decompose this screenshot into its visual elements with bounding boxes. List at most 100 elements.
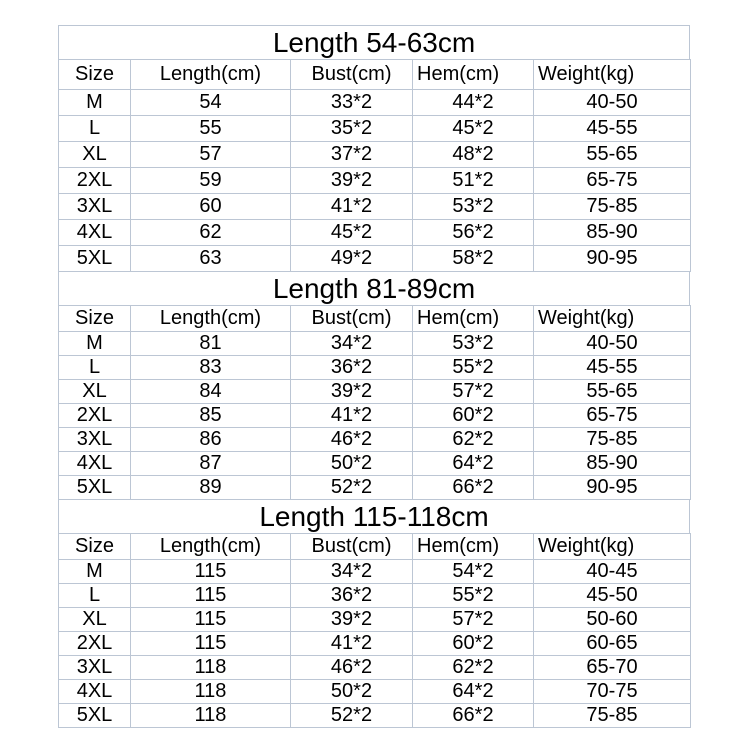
size-table-1: Size Length(cm) Bust(cm) Hem(cm) Weight(… [58, 59, 691, 272]
size-table-3: Size Length(cm) Bust(cm) Hem(cm) Weight(… [58, 533, 691, 728]
cell: 55*2 [412, 355, 534, 380]
table-row: 5XL 118 52*2 66*2 75-85 [58, 703, 691, 728]
cell: 64*2 [412, 451, 534, 476]
cell: 44*2 [412, 89, 534, 116]
cell: XL [58, 379, 131, 404]
cell: 65-75 [533, 167, 691, 194]
cell: 5XL [58, 475, 131, 500]
cell: 4XL [58, 219, 131, 246]
cell: 36*2 [290, 583, 413, 608]
cell: 90-95 [533, 245, 691, 272]
cell: 57*2 [412, 379, 534, 404]
cell: 85-90 [533, 219, 691, 246]
cell: 89 [130, 475, 291, 500]
cell: 39*2 [290, 379, 413, 404]
header-cell-hem: Hem(cm) [412, 533, 534, 560]
header-cell-weight: Weight(kg) [533, 533, 691, 560]
size-table-section-2: Length 81-89cm Size Length(cm) Bust(cm) … [58, 271, 691, 500]
size-chart: Length 54-63cm Size Length(cm) Bust(cm) … [58, 25, 691, 728]
cell: 53*2 [412, 193, 534, 220]
cell: 55-65 [533, 141, 691, 168]
cell: 66*2 [412, 475, 534, 500]
table-row: L 83 36*2 55*2 45-55 [58, 355, 691, 380]
cell: 40-50 [533, 89, 691, 116]
size-table-section-3: Length 115-118cm Size Length(cm) Bust(cm… [58, 499, 691, 728]
cell: 2XL [58, 631, 131, 656]
cell: 65-75 [533, 403, 691, 428]
table-row: L 115 36*2 55*2 45-50 [58, 583, 691, 608]
cell: 50*2 [290, 451, 413, 476]
cell: 118 [130, 703, 291, 728]
cell: M [58, 331, 131, 356]
cell: 59 [130, 167, 291, 194]
cell: 50*2 [290, 679, 413, 704]
table-title: Length 81-89cm [58, 271, 690, 305]
header-row: Size Length(cm) Bust(cm) Hem(cm) Weight(… [58, 533, 691, 560]
table-row: 2XL 85 41*2 60*2 65-75 [58, 403, 691, 428]
cell: 41*2 [290, 193, 413, 220]
cell: 55-65 [533, 379, 691, 404]
table-row: 4XL 62 45*2 56*2 85-90 [58, 219, 691, 246]
cell: 2XL [58, 167, 131, 194]
header-row: Size Length(cm) Bust(cm) Hem(cm) Weight(… [58, 59, 691, 90]
cell: 62*2 [412, 427, 534, 452]
cell: 85 [130, 403, 291, 428]
cell: 33*2 [290, 89, 413, 116]
header-cell-bust: Bust(cm) [290, 305, 413, 332]
cell: 86 [130, 427, 291, 452]
table-row: M 81 34*2 53*2 40-50 [58, 331, 691, 356]
header-cell-length: Length(cm) [130, 533, 291, 560]
table-row: M 54 33*2 44*2 40-50 [58, 89, 691, 116]
table-row: 3XL 86 46*2 62*2 75-85 [58, 427, 691, 452]
table-row: 5XL 63 49*2 58*2 90-95 [58, 245, 691, 272]
size-table-2: Size Length(cm) Bust(cm) Hem(cm) Weight(… [58, 305, 691, 500]
cell: 62*2 [412, 655, 534, 680]
cell: XL [58, 141, 131, 168]
cell: 2XL [58, 403, 131, 428]
cell: 57 [130, 141, 291, 168]
table-row: 3XL 60 41*2 53*2 75-85 [58, 193, 691, 220]
header-cell-bust: Bust(cm) [290, 533, 413, 560]
cell: 45-55 [533, 115, 691, 142]
cell: 41*2 [290, 631, 413, 656]
cell: 4XL [58, 679, 131, 704]
cell: 83 [130, 355, 291, 380]
cell: 5XL [58, 245, 131, 272]
cell: 40-50 [533, 331, 691, 356]
cell: 60-65 [533, 631, 691, 656]
cell: 56*2 [412, 219, 534, 246]
header-cell-bust: Bust(cm) [290, 59, 413, 90]
cell: 3XL [58, 427, 131, 452]
cell: 87 [130, 451, 291, 476]
cell: 39*2 [290, 607, 413, 632]
cell: 3XL [58, 193, 131, 220]
cell: 34*2 [290, 331, 413, 356]
cell: L [58, 355, 131, 380]
cell: 48*2 [412, 141, 534, 168]
cell: 60*2 [412, 631, 534, 656]
cell: L [58, 115, 131, 142]
cell: 75-85 [533, 703, 691, 728]
cell: 54*2 [412, 559, 534, 584]
table-body: M 54 33*2 44*2 40-50 L 55 35*2 45*2 45-55 XL 57 37*2… [58, 89, 691, 272]
cell: 45*2 [290, 219, 413, 246]
cell: 55 [130, 115, 291, 142]
cell: 81 [130, 331, 291, 356]
cell: 55*2 [412, 583, 534, 608]
header-cell-length: Length(cm) [130, 59, 291, 90]
cell: 115 [130, 583, 291, 608]
cell: 70-75 [533, 679, 691, 704]
table-body: M 115 34*2 54*2 40-45 L 115 36*2 55*2 45-50 XL 115 3… [58, 559, 691, 728]
cell: 3XL [58, 655, 131, 680]
table-row: 4XL 87 50*2 64*2 85-90 [58, 451, 691, 476]
cell: M [58, 559, 131, 584]
cell: 118 [130, 679, 291, 704]
header-cell-weight: Weight(kg) [533, 305, 691, 332]
cell: 5XL [58, 703, 131, 728]
cell: 52*2 [290, 703, 413, 728]
table-row: L 55 35*2 45*2 45-55 [58, 115, 691, 142]
table-body: M 81 34*2 53*2 40-50 L 83 36*2 55*2 45-55 XL 84 39*2… [58, 331, 691, 500]
cell: 37*2 [290, 141, 413, 168]
cell: 115 [130, 607, 291, 632]
cell: 115 [130, 559, 291, 584]
